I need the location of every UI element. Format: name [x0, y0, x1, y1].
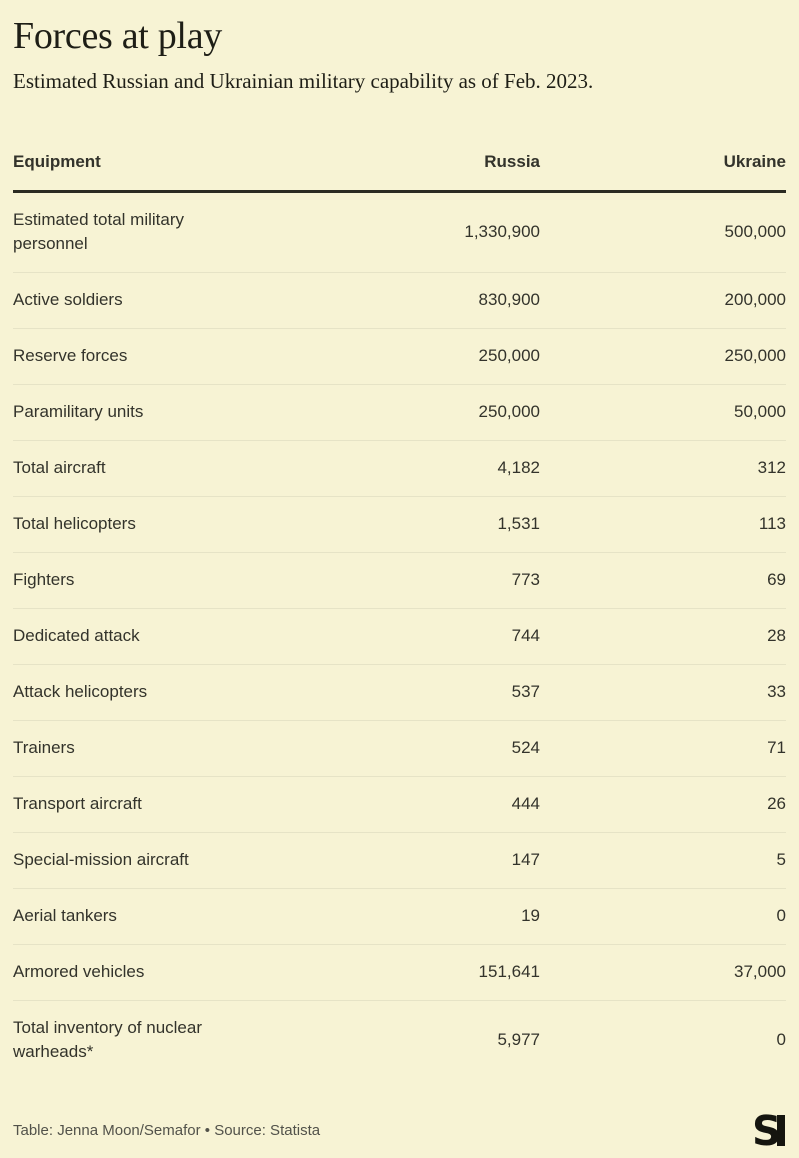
russia-value-cell: 744	[511, 626, 540, 646]
ukraine-value-cell: 28	[767, 626, 786, 646]
table-row: Total helicopters 1,531 113	[13, 495, 786, 552]
equipment-cell: Trainers	[13, 738, 75, 758]
russia-value-cell: 5,977	[497, 1030, 540, 1050]
russia-value-cell: 524	[511, 738, 540, 758]
ukraine-value-cell: 113	[758, 514, 786, 534]
equipment-cell: Estimated total military personnel	[13, 210, 184, 254]
equipment-cell: Paramilitary units	[13, 402, 144, 422]
ukraine-value-cell: 33	[767, 682, 786, 702]
equipment-cell: Armored vehicles	[13, 962, 145, 982]
equipment-cell: Special-mission aircraft	[13, 850, 189, 870]
column-header-equipment: Equipment	[13, 151, 101, 171]
table-row: Trainers 524 71	[13, 719, 786, 776]
equipment-cell: Dedicated attack	[13, 626, 140, 646]
russia-value-cell: 147	[511, 850, 540, 870]
page-title: Forces at play	[13, 15, 222, 57]
russia-value-cell: 250,000	[478, 346, 540, 366]
table-row: Dedicated attack 744 28	[13, 607, 786, 664]
equipment-cell: Total helicopters	[13, 514, 136, 534]
data-table: Equipment Russia Ukraine Estimated total…	[13, 140, 786, 1080]
table-row: Special-mission aircraft 147 5	[13, 831, 786, 888]
column-header-russia: Russia	[484, 151, 540, 171]
ukraine-value-cell: 26	[767, 794, 786, 814]
table-row: Aerial tankers 19 0	[13, 887, 786, 944]
equipment-cell: Fighters	[13, 570, 75, 590]
table-body: Estimated total military personnel 1,330,…	[13, 193, 786, 1080]
ukraine-value-cell: 71	[767, 738, 786, 758]
table-header-row: Equipment Russia Ukraine	[13, 140, 786, 193]
equipment-cell: Attack helicopters	[13, 682, 148, 702]
russia-value-cell: 19	[521, 906, 540, 926]
equipment-cell: Transport aircraft	[13, 794, 142, 814]
ukraine-value-cell: 0	[776, 1030, 786, 1050]
table-row: Estimated total military personnel 1,330,…	[13, 193, 786, 272]
russia-value-cell: 537	[511, 682, 540, 702]
russia-value-cell: 830,900	[478, 290, 540, 310]
table-row: Reserve forces 250,000 250,000	[13, 327, 786, 384]
equipment-cell: Total inventory of nuclear warheads*	[13, 1018, 202, 1062]
russia-value-cell: 4,182	[497, 458, 540, 478]
column-header-ukraine: Ukraine	[723, 151, 786, 171]
semafor-logo-icon: S	[752, 1107, 785, 1155]
table-row: Armored vehicles 151,641 37,000	[13, 943, 786, 1000]
ukraine-value-cell: 312	[757, 458, 786, 478]
equipment-cell: Total aircraft	[13, 458, 106, 478]
russia-value-cell: 444	[511, 794, 540, 814]
page-subtitle: Estimated Russian and Ukrainian military…	[13, 68, 594, 93]
table-row: Active soldiers 830,900 200,000	[13, 271, 786, 328]
russia-value-cell: 151,641	[478, 962, 540, 982]
table-row: Fighters 773 69	[13, 551, 786, 608]
semafor-logo: S	[752, 1107, 786, 1155]
footer: Table: Jenna Moon/Semafor • Source: Stat…	[13, 1107, 786, 1155]
credit-line: Table: Jenna Moon/Semafor • Source: Stat…	[13, 1121, 321, 1139]
table-row: Total inventory of nuclear warheads* 5,97…	[13, 999, 786, 1080]
ukraine-value-cell: 0	[776, 906, 786, 926]
ukraine-value-cell: 200,000	[724, 290, 786, 310]
equipment-cell: Reserve forces	[13, 346, 128, 366]
ukraine-value-cell: 500,000	[724, 222, 786, 242]
russia-value-cell: 1,531	[497, 514, 540, 534]
ukraine-value-cell: 250,000	[724, 346, 786, 366]
ukraine-value-cell: 37,000	[734, 962, 786, 982]
equipment-cell: Active soldiers	[13, 290, 123, 310]
russia-value-cell: 773	[511, 570, 540, 590]
table-row: Attack helicopters 537 33	[13, 663, 786, 720]
ukraine-value-cell: 5	[776, 850, 786, 870]
svg-text:S: S	[753, 1114, 782, 1147]
equipment-cell: Aerial tankers	[13, 906, 117, 926]
table-row: Paramilitary units 250,000 50,000	[13, 383, 786, 440]
table-row: Total aircraft 4,182 312	[13, 439, 786, 496]
russia-value-cell: 250,000	[478, 402, 540, 422]
table-row: Transport aircraft 444 26	[13, 775, 786, 832]
russia-value-cell: 1,330,900	[464, 222, 540, 242]
ukraine-value-cell: 50,000	[734, 402, 786, 422]
ukraine-value-cell: 69	[767, 570, 786, 590]
